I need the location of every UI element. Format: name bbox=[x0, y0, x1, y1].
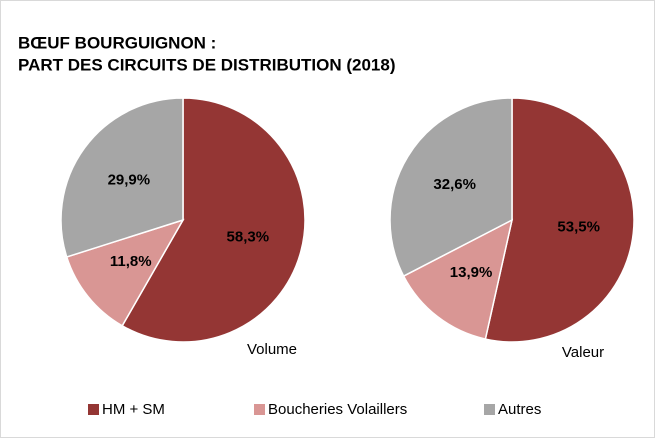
pie-label: Volume bbox=[247, 341, 297, 358]
data-label: 53,5% bbox=[557, 218, 600, 235]
pie-slice bbox=[121, 97, 306, 343]
pie-slice bbox=[65, 218, 185, 327]
legend-swatch bbox=[484, 404, 495, 415]
pie-slice bbox=[60, 97, 184, 258]
pie-slice bbox=[484, 97, 635, 343]
pie-label: Valeur bbox=[562, 344, 604, 361]
chart-title: BŒUF BOURGUIGNON : bbox=[18, 33, 216, 52]
data-label: 29,9% bbox=[108, 171, 151, 188]
legend-label: Autres bbox=[498, 401, 541, 418]
data-label: 13,9% bbox=[450, 264, 493, 281]
legend-label: HM + SM bbox=[102, 401, 165, 418]
data-label: 11,8% bbox=[110, 253, 152, 270]
pie-slice bbox=[389, 97, 513, 278]
chart-title: PART DES CIRCUITS DE DISTRIBUTION (2018) bbox=[18, 55, 396, 74]
legend-swatch bbox=[88, 404, 99, 415]
pie-slice bbox=[402, 218, 514, 340]
data-label: 58,3% bbox=[227, 228, 270, 245]
data-label: 32,6% bbox=[433, 176, 476, 193]
legend-swatch bbox=[254, 404, 265, 415]
legend-label: Boucheries Volaillers bbox=[268, 401, 407, 418]
